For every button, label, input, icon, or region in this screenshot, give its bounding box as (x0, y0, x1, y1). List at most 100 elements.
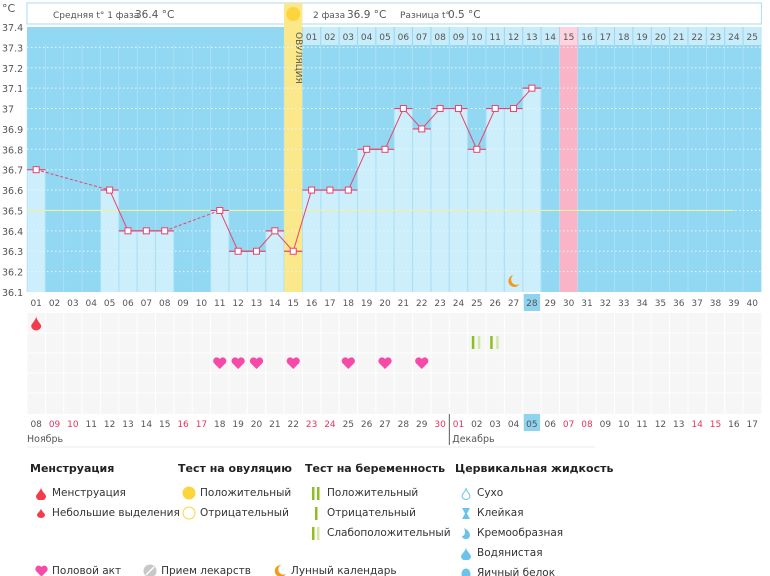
watery-drop-icon (455, 546, 477, 560)
phase2-day-cell (596, 27, 615, 45)
temperature-bar (449, 108, 468, 293)
phase2-day-label: 12 (508, 33, 519, 43)
header-bar (26, 2, 762, 25)
phase2-day-cell (413, 27, 431, 45)
phase1-label: Средняя t° 1 фаза (53, 11, 139, 21)
temperature-point (528, 84, 536, 92)
heart-icon (415, 357, 429, 369)
y-tick-label: 37.2 (2, 64, 23, 75)
temperature-bar (376, 149, 394, 292)
diff-value: 0.5 °C (448, 9, 481, 21)
phase2-day-label: 16 (581, 33, 593, 43)
date-label: 25 (343, 420, 354, 430)
date-label: 08 (581, 420, 593, 430)
cycle-day-label: 34 (636, 299, 648, 309)
legend-title: Тест на овуляцию (178, 462, 292, 475)
date-label: 05 (526, 420, 537, 430)
legend-pregnancy-test: Тест на беременность Положительный Отриц… (305, 462, 451, 543)
date-label: 07 (563, 420, 574, 430)
temperature-bar (486, 108, 504, 293)
temperature-bar (339, 190, 357, 292)
date-label: 24 (324, 420, 336, 430)
egg-white-icon (455, 567, 477, 576)
phase2-day-label: 01 (306, 33, 317, 43)
y-tick-label: 36.1 (2, 288, 23, 299)
phase2-day-cell (725, 27, 743, 45)
cycle-day-label: 16 (306, 299, 318, 309)
cycle-day-label: 24 (453, 299, 465, 309)
temperature-point (308, 186, 316, 194)
phase2-day-label: 23 (710, 33, 721, 43)
temperature-point (473, 145, 481, 153)
phase2-day-cell (523, 27, 541, 45)
pregnancy-test-icon (490, 336, 493, 349)
blood-drop-icon (31, 316, 42, 331)
date-label: 12 (655, 420, 666, 430)
legend-item: Кремообразная (477, 527, 564, 539)
legend-item: Прием лекарств (161, 565, 251, 576)
phase2-day-cell (321, 27, 339, 45)
y-tick-label: 36.3 (2, 247, 23, 258)
phase2-day-label: 08 (434, 33, 446, 43)
legend-title: Тест на беременность (305, 462, 446, 475)
temperature-bar (119, 230, 137, 292)
cycle-day-label: 06 (122, 299, 134, 309)
cycle-day-label: 09 (177, 299, 189, 309)
date-label: 15 (159, 420, 170, 430)
cycle-day-label: 13 (251, 299, 262, 309)
cycle-day-label: 17 (324, 299, 335, 309)
legend-title: Цервикальная жидкость (455, 462, 614, 475)
heart-icon (30, 565, 52, 576)
current-day-highlight (523, 294, 541, 311)
legend-item: Водянистая (477, 547, 543, 559)
cycle-day-label: 12 (232, 299, 243, 309)
date-label: 10 (618, 420, 630, 430)
phase2-day-cell (431, 27, 449, 45)
month-label: Ноябрь (27, 434, 64, 445)
temperature-bar (468, 149, 486, 292)
small-drop-icon (30, 508, 52, 518)
phase2-day-cell (504, 27, 523, 45)
pill-icon (139, 564, 161, 576)
legend-item: Клейкая (477, 507, 524, 519)
date-label: 16 (728, 420, 740, 430)
cycle-day-label: 23 (434, 299, 445, 309)
phase2-value: 36.9 °C (347, 9, 386, 21)
date-label: 18 (214, 420, 226, 430)
date-label: 08 (30, 420, 42, 430)
date-label: 04 (508, 420, 520, 430)
temperature-point (161, 227, 169, 235)
phase2-day-cell (449, 27, 468, 45)
legend-item: Небольшие выделения (52, 507, 180, 519)
phase2-day-label: 25 (746, 33, 757, 43)
phase2-day-label: 19 (636, 33, 648, 43)
date-label: 28 (398, 420, 410, 430)
cycle-day-label: 40 (746, 299, 758, 309)
pregnancy-test-icon (477, 336, 481, 349)
phase2-day-cell (688, 27, 706, 45)
phase2-day-label: 07 (416, 33, 427, 43)
y-tick-label: 36.2 (2, 268, 23, 279)
temperature-point (124, 227, 132, 235)
date-label: 13 (673, 420, 684, 430)
y-tick-label: 36.6 (2, 186, 23, 197)
temperature-bar (266, 230, 284, 292)
expected-period-column (559, 27, 578, 292)
temperature-bar (321, 190, 339, 292)
date-label: 21 (269, 420, 280, 430)
cycle-day-label: 03 (67, 299, 78, 309)
y-tick-label: 37.1 (2, 84, 23, 95)
temperature-bar (156, 230, 174, 292)
temperature-point (418, 125, 426, 133)
phase2-day-cell (376, 27, 394, 45)
date-label: 10 (67, 420, 79, 430)
cycle-day-label: 15 (287, 299, 298, 309)
legend-item: Менструация (52, 487, 126, 499)
date-label: 20 (251, 420, 263, 430)
cycle-day-label: 32 (600, 299, 611, 309)
phase2-day-label: 02 (324, 33, 335, 43)
date-label: 14 (691, 420, 703, 430)
y-tick-label: 37.4 (2, 23, 23, 34)
temperature-point (510, 105, 518, 113)
date-label: 14 (141, 420, 153, 430)
